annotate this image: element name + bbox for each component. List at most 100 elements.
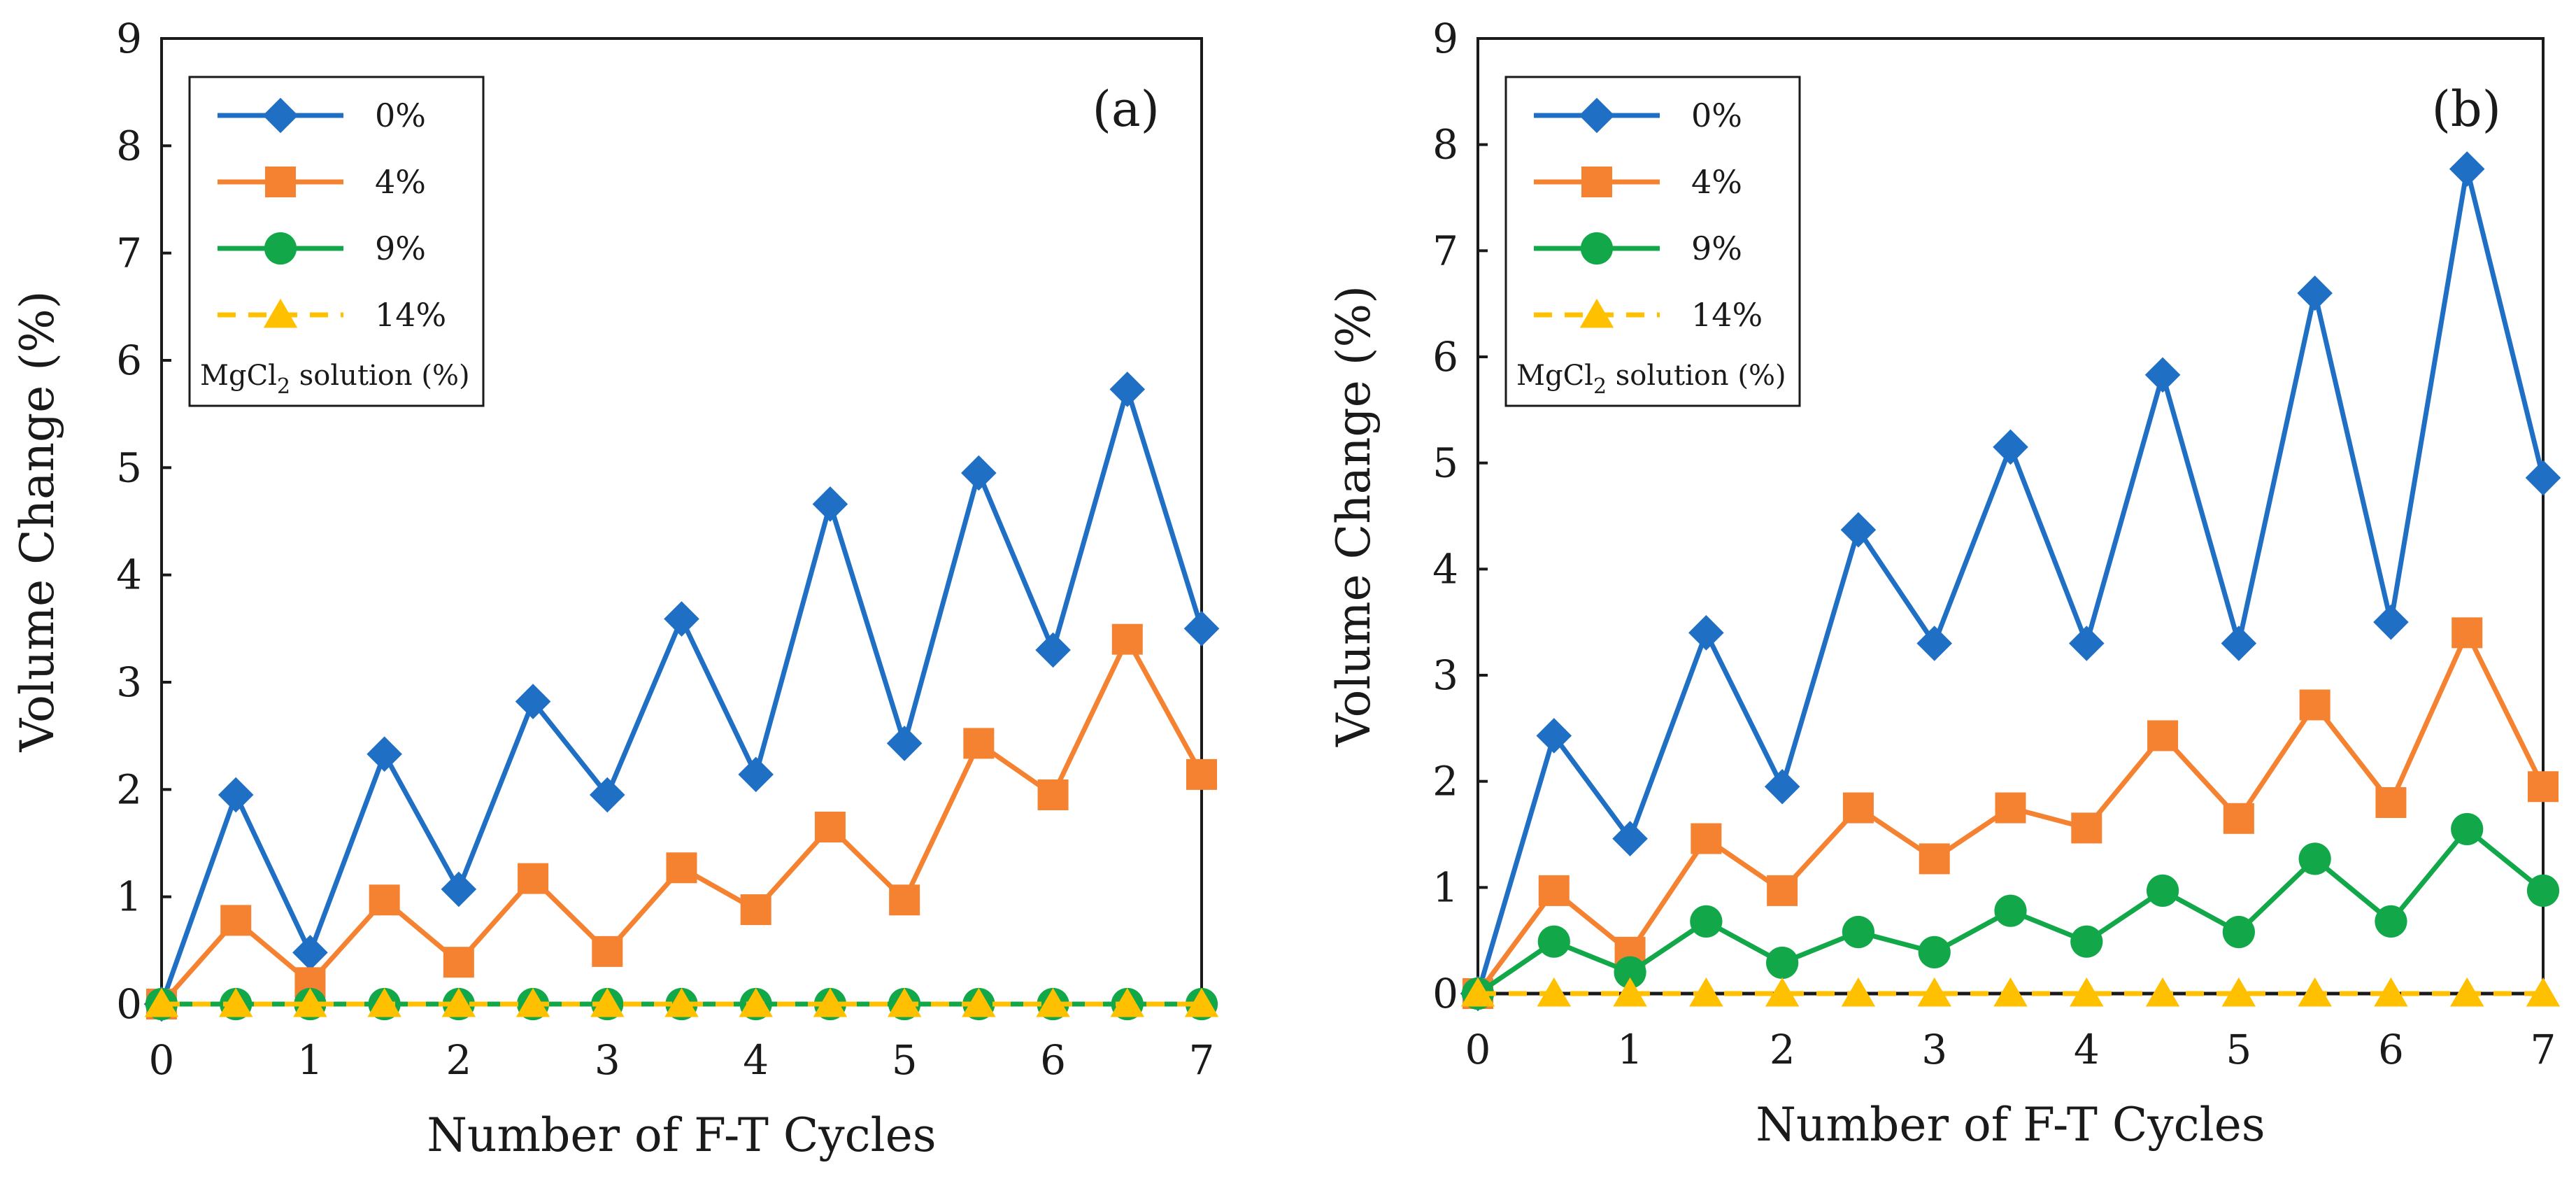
legend-box (188, 76, 485, 407)
data-point (1919, 843, 1950, 875)
data-point (1036, 987, 1070, 1017)
data-point (2375, 787, 2407, 818)
data-point (1767, 875, 1798, 906)
data-point (1536, 718, 1572, 754)
legend-caption: MgCl2 solution (%) (1516, 360, 1786, 399)
chart-panel-b: 0 1 2 3 4 5 6 7 8 9 0 1 2 3 4 5 6 7 Number of F-T Cycles Vo… (1327, 15, 2561, 1152)
x-tick-label: 4 (2074, 1026, 2100, 1073)
data-point (886, 726, 923, 761)
y-tick-label: 6 (116, 337, 142, 384)
data-point (1842, 915, 1875, 949)
legend-swatch-marker (262, 97, 299, 134)
data-point (1995, 792, 2026, 824)
legend-item: 9% (218, 230, 426, 267)
series-4pct (1463, 617, 2559, 1009)
x-tick-label: 1 (1617, 1026, 1643, 1073)
data-point (2223, 803, 2254, 834)
y-tick-label: 0 (1432, 970, 1458, 1017)
data-point (592, 936, 623, 967)
x-tick-label: 6 (1040, 1036, 1066, 1084)
data-point (2526, 977, 2561, 1007)
y-tick-label: 4 (116, 551, 142, 599)
data-point (1766, 946, 1799, 980)
panel-label-a: (a) (1093, 80, 1160, 138)
legend-caption-subscript: 2 (1593, 374, 1607, 399)
data-point (1994, 894, 2027, 927)
data-point (962, 987, 996, 1017)
legend-swatch-marker (263, 298, 298, 328)
data-point (1918, 936, 1951, 968)
data-point (218, 777, 254, 813)
data-point (2451, 812, 2484, 846)
x-tick-label: 6 (2378, 1026, 2404, 1073)
data-point (1612, 821, 1648, 856)
data-point (1916, 626, 1953, 661)
x-tick-label: 7 (2531, 1026, 2556, 1073)
data-point (1537, 925, 1570, 958)
data-point (664, 987, 699, 1017)
data-point (1691, 823, 1722, 854)
legend-caption-prefix: MgCl (1516, 360, 1593, 392)
data-point (2070, 925, 2103, 958)
data-point (1688, 615, 1724, 651)
data-point (1840, 511, 1877, 548)
legend-label: 0% (375, 97, 426, 134)
data-point (739, 987, 773, 1017)
data-point (1689, 977, 1723, 1007)
data-point (2146, 874, 2179, 907)
legend-swatch-marker (1579, 298, 1614, 328)
y-tick-label: 8 (116, 122, 142, 169)
data-point (2222, 915, 2255, 949)
y-tick-label: 8 (1432, 121, 1458, 169)
data-point (666, 852, 697, 884)
data-point (1111, 623, 1143, 655)
x-tick-label: 2 (1770, 1026, 1795, 1073)
data-point (664, 601, 699, 637)
x-tick-label: 5 (892, 1036, 918, 1084)
legend: 0% 4% 9% 14% MgCl2 solution (%) (188, 76, 485, 407)
data-point (1537, 977, 1572, 1007)
data-point (515, 684, 551, 719)
data-point (2147, 720, 2179, 751)
legend-label: 9% (375, 230, 426, 267)
x-tick-label: 3 (1921, 1026, 1947, 1073)
data-point (2070, 977, 2104, 1007)
y-tick-label: 3 (116, 658, 142, 706)
data-point (813, 987, 848, 1017)
data-point (2373, 604, 2409, 640)
legend-swatch-marker (1580, 232, 1614, 265)
x-tick-label: 5 (2226, 1026, 2251, 1073)
data-point (961, 455, 997, 491)
legend-label: 4% (1691, 163, 1742, 201)
y-tick-label: 3 (1432, 651, 1458, 699)
x-tick-label: 3 (595, 1036, 620, 1084)
data-point (740, 894, 771, 926)
y-tick-label: 6 (1432, 333, 1458, 381)
data-point (292, 935, 328, 970)
data-point (2144, 357, 2181, 393)
data-point (1917, 977, 1951, 1007)
y-tick-label: 5 (1432, 439, 1458, 487)
data-point (2528, 771, 2559, 803)
data-point (1186, 758, 1217, 790)
data-point (1841, 977, 1876, 1007)
data-point (2298, 842, 2331, 875)
data-point (2525, 460, 2561, 496)
data-point (2526, 874, 2560, 907)
y-tick-label: 4 (1432, 545, 1458, 593)
series-0pct (143, 372, 1220, 1022)
data-point (2375, 905, 2407, 938)
data-point (144, 987, 179, 1017)
y-tick-label: 2 (1432, 758, 1458, 805)
x-tick-label: 4 (743, 1036, 769, 1084)
x-tick-label: 2 (446, 1036, 471, 1084)
data-point (2145, 977, 2180, 1007)
legend-caption: MgCl2 solution (%) (200, 360, 470, 399)
data-point (1993, 977, 2028, 1007)
y-tick-label: 7 (116, 230, 142, 277)
y-tick-label: 9 (116, 15, 142, 62)
legend-item: 0% (218, 97, 426, 134)
legend-label: 0% (1691, 97, 1742, 134)
data-point (369, 884, 400, 916)
